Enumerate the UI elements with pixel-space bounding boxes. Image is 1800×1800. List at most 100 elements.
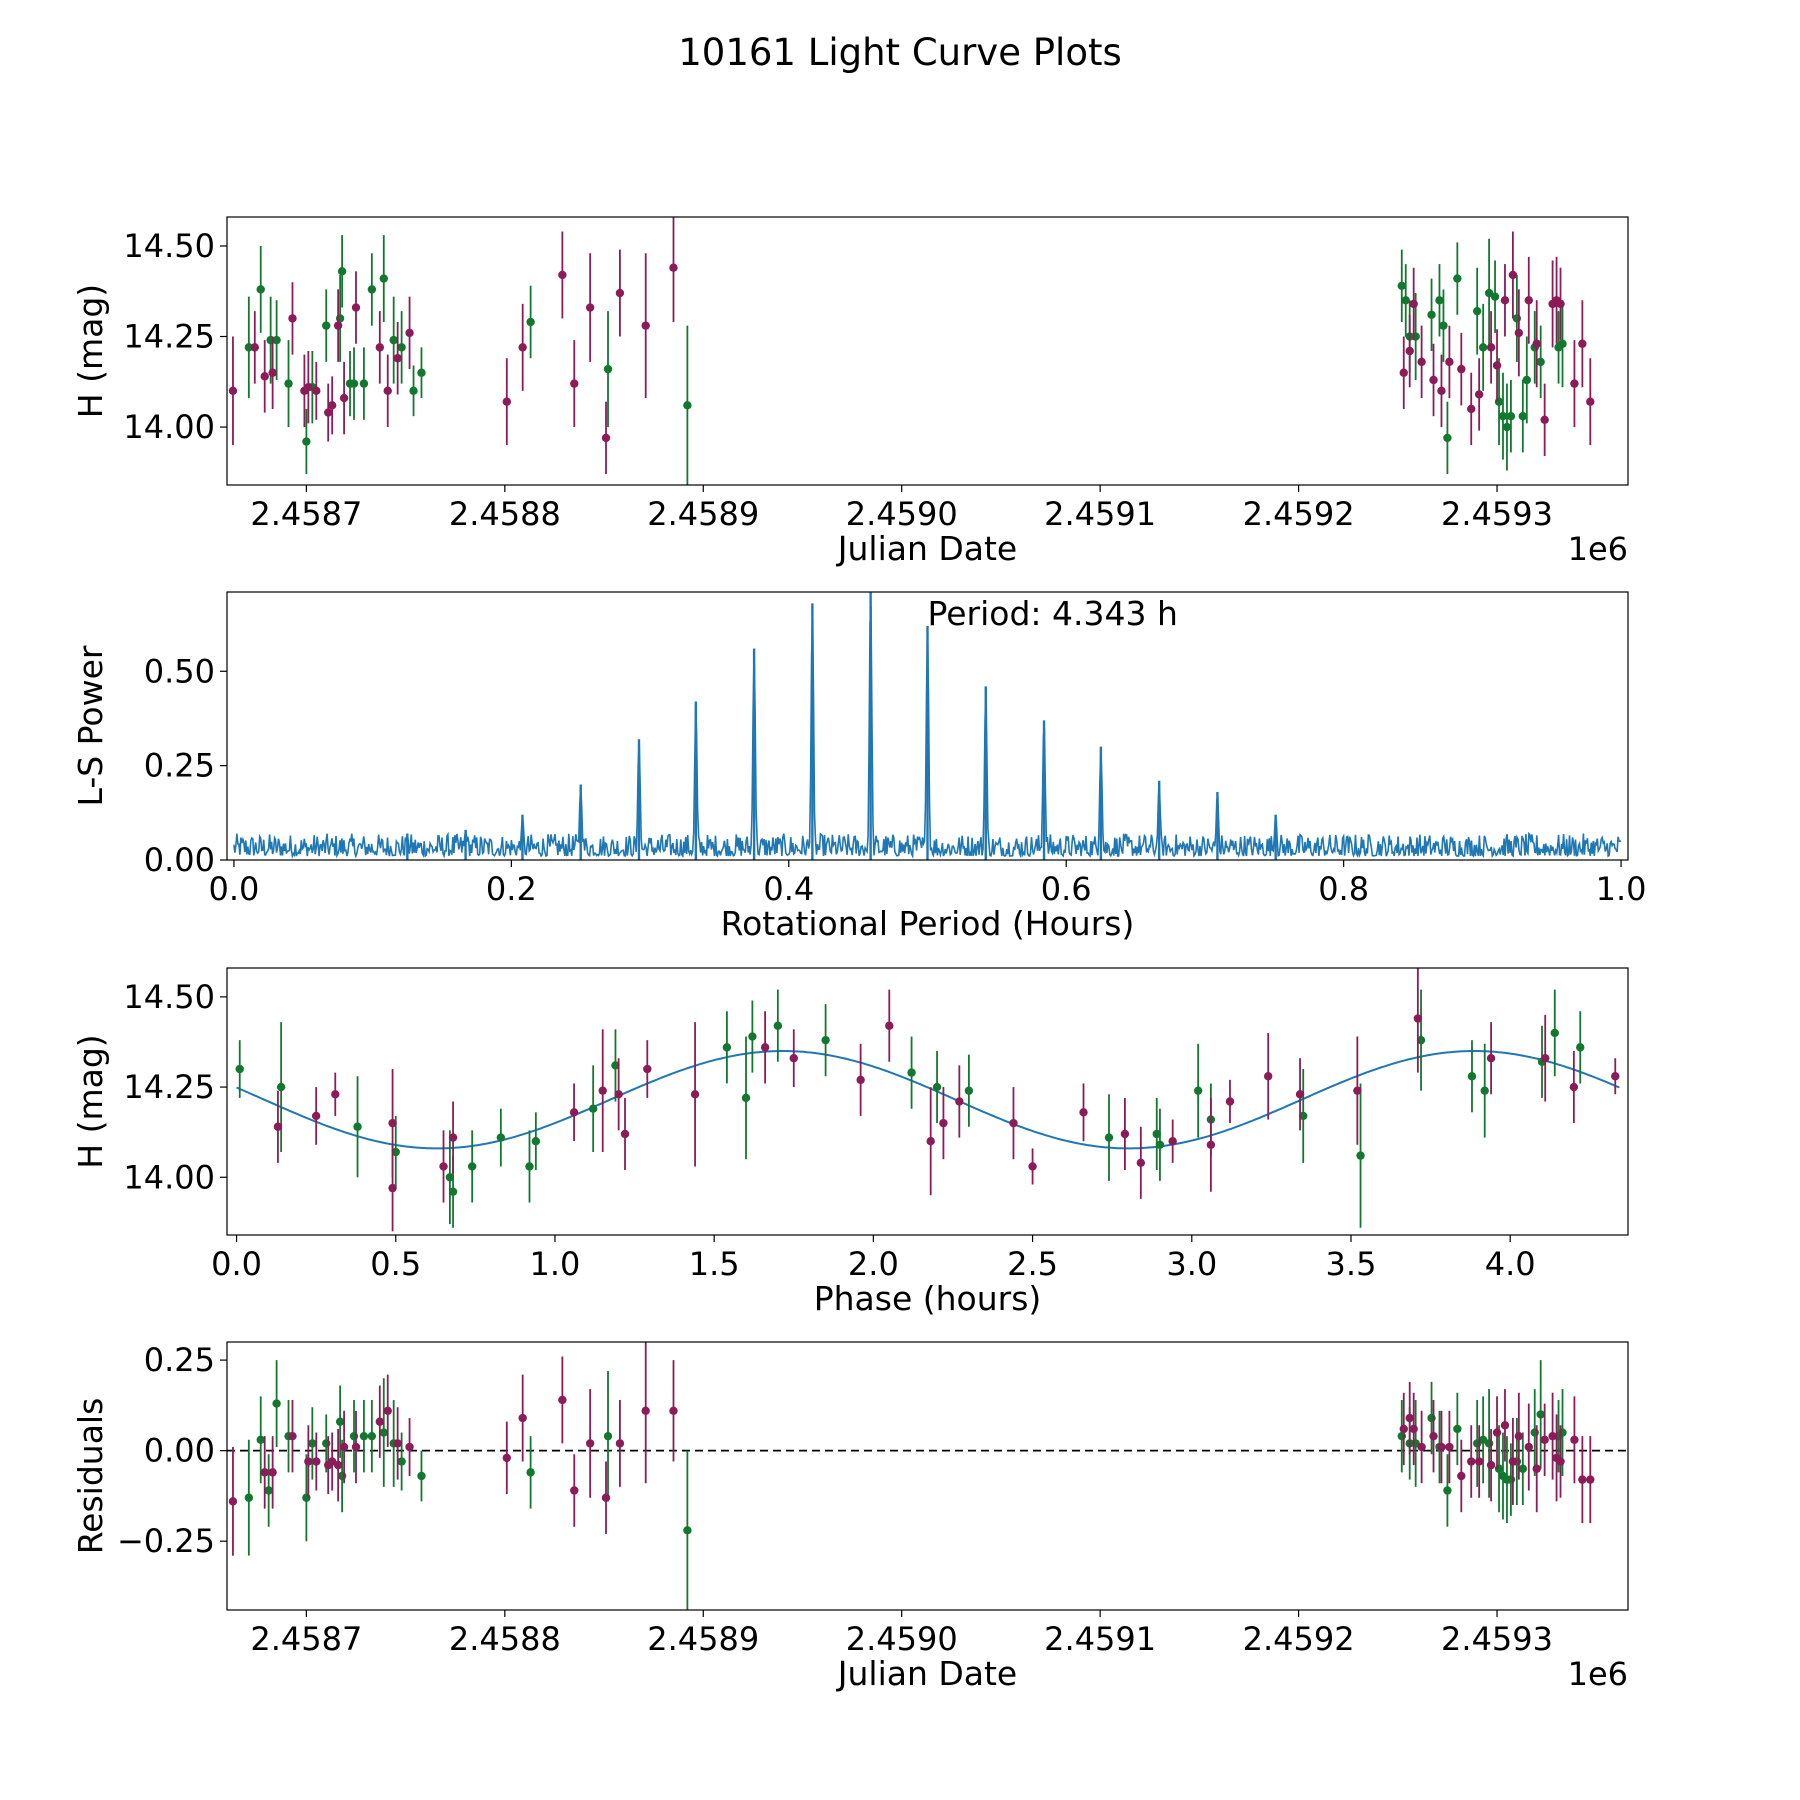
data-point-purple xyxy=(789,1054,798,1063)
data-point-green xyxy=(1427,310,1436,319)
data-point-purple xyxy=(1120,1129,1130,1139)
x-tick-label: 4.0 xyxy=(1485,1245,1536,1283)
data-point-purple xyxy=(375,343,385,352)
data-point-green xyxy=(496,1133,506,1142)
data-point-purple xyxy=(1541,1054,1550,1063)
data-point-green xyxy=(1472,306,1482,316)
data-point-purple xyxy=(260,1468,269,1477)
data-point-green xyxy=(379,274,388,283)
x-tick-label: 0.6 xyxy=(1041,870,1092,908)
data-point-green xyxy=(359,379,369,388)
period-annotation: Period: 4.343 h xyxy=(928,594,1178,633)
data-point-green xyxy=(1494,397,1504,406)
data-point-purple xyxy=(569,1108,579,1117)
phased-panel: 0.0 0.5 1.0 1.5 2.0 2.5 3.0 3.5 4.0 14.00 14.25 14.… xyxy=(71,967,1629,1318)
data-point-purple xyxy=(1429,1431,1438,1441)
data-point-purple xyxy=(327,401,337,410)
data-point-green xyxy=(1401,296,1410,305)
data-point-purple xyxy=(1399,368,1408,377)
data-point-purple xyxy=(620,1129,630,1139)
data-point-green xyxy=(337,267,347,276)
data-point-green xyxy=(964,1086,974,1095)
data-point-purple xyxy=(228,1497,238,1506)
data-point-purple xyxy=(388,1183,397,1193)
data-point-green xyxy=(1576,1043,1585,1052)
data-point-purple xyxy=(856,1075,865,1085)
data-point-green xyxy=(932,1082,942,1092)
data-point-purple xyxy=(641,1406,650,1416)
data-point-green xyxy=(1484,1439,1494,1448)
data-point-green xyxy=(821,1035,830,1045)
data-point-purple xyxy=(288,314,297,323)
data-point-green xyxy=(335,1417,345,1426)
data-point-green xyxy=(367,1431,377,1441)
data-point-purple xyxy=(885,1021,894,1030)
data-point-purple xyxy=(1168,1136,1177,1146)
data-point-purple xyxy=(690,1090,700,1099)
data-point-purple xyxy=(615,288,625,298)
data-point-green xyxy=(353,1122,362,1131)
data-point-purple xyxy=(615,1439,625,1448)
data-point-purple xyxy=(1457,364,1466,374)
phased-plot-area xyxy=(235,968,1620,1232)
data-point-purple xyxy=(601,1493,611,1502)
x-tick-label: 2.4588 xyxy=(449,495,561,533)
data-point-purple xyxy=(405,1442,414,1452)
data-point-green xyxy=(1104,1133,1114,1142)
y-tick-label: 0.25 xyxy=(144,747,215,785)
data-point-purple xyxy=(1500,296,1510,305)
data-point-purple xyxy=(311,1111,321,1121)
data-point-purple xyxy=(312,1457,321,1466)
data-point-green xyxy=(1193,1086,1203,1095)
data-point-green xyxy=(349,379,359,388)
data-point-purple xyxy=(339,1442,349,1452)
data-point-purple xyxy=(558,1395,567,1405)
data-point-purple xyxy=(1445,357,1454,367)
data-point-green xyxy=(748,1032,757,1041)
data-point-purple xyxy=(1399,1424,1408,1434)
data-point-purple xyxy=(1474,390,1484,399)
data-point-green xyxy=(1411,332,1420,341)
data-point-green xyxy=(1536,1410,1545,1419)
y-tick-label: 14.50 xyxy=(123,978,215,1016)
x-tick-label: 0.4 xyxy=(763,870,814,908)
data-point-green xyxy=(1558,1428,1567,1437)
data-point-green xyxy=(264,1486,273,1495)
y-tick-label: 0.50 xyxy=(144,652,215,690)
data-point-green xyxy=(1478,343,1488,352)
data-point-purple xyxy=(1409,1424,1418,1434)
y-tick-label: −0.25 xyxy=(117,1522,215,1560)
data-point-purple xyxy=(1417,1442,1426,1452)
data-point-purple xyxy=(1429,375,1438,385)
data-point-purple xyxy=(1540,415,1549,425)
data-point-green xyxy=(603,364,613,374)
data-point-purple xyxy=(324,408,333,417)
data-point-green xyxy=(397,343,406,352)
y-tick-label: 14.25 xyxy=(123,1068,215,1106)
data-point-green xyxy=(276,1082,286,1092)
data-point-green xyxy=(302,437,311,446)
data-point-purple xyxy=(643,1064,652,1074)
data-point-purple xyxy=(1508,1457,1518,1466)
data-point-purple xyxy=(1206,1140,1216,1149)
data-point-purple xyxy=(1570,1435,1579,1444)
data-point-purple xyxy=(1079,1108,1088,1117)
data-point-purple xyxy=(1467,1457,1476,1466)
data-point-purple xyxy=(1417,357,1426,367)
data-point-green xyxy=(1453,1424,1462,1434)
data-point-purple xyxy=(598,1086,607,1095)
data-point-purple xyxy=(1136,1158,1146,1168)
figure-title: 10161 Light Curve Plots xyxy=(678,31,1122,74)
data-point-purple xyxy=(1556,299,1565,309)
data-point-purple xyxy=(1586,397,1595,406)
x-tick-label: 0.5 xyxy=(370,1245,421,1283)
data-point-green xyxy=(1416,1035,1426,1045)
data-point-purple xyxy=(405,328,414,338)
data-point-purple xyxy=(1540,1435,1549,1444)
data-point-purple xyxy=(1437,386,1446,396)
data-point-purple xyxy=(502,1453,512,1463)
data-point-green xyxy=(272,335,281,345)
data-point-purple xyxy=(260,372,269,381)
y-tick-label: 0.00 xyxy=(144,1432,215,1470)
